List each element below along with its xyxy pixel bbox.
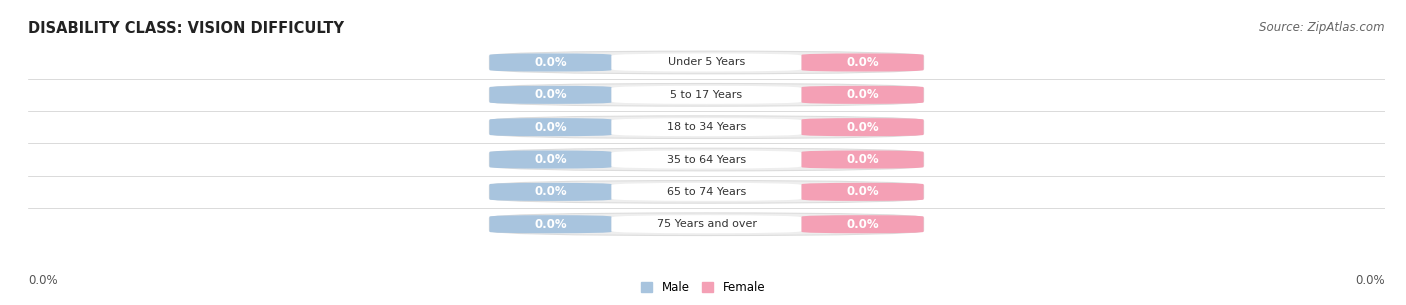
Text: 0.0%: 0.0% <box>534 153 567 166</box>
Text: Under 5 Years: Under 5 Years <box>668 57 745 67</box>
FancyBboxPatch shape <box>489 215 612 233</box>
FancyBboxPatch shape <box>801 53 924 72</box>
Text: 0.0%: 0.0% <box>534 185 567 198</box>
FancyBboxPatch shape <box>489 118 612 136</box>
Text: 18 to 34 Years: 18 to 34 Years <box>666 122 747 132</box>
FancyBboxPatch shape <box>489 84 924 106</box>
Text: 0.0%: 0.0% <box>846 185 879 198</box>
FancyBboxPatch shape <box>801 86 924 104</box>
FancyBboxPatch shape <box>612 53 801 72</box>
Text: 0.0%: 0.0% <box>28 274 58 287</box>
FancyBboxPatch shape <box>489 53 612 72</box>
Text: 35 to 64 Years: 35 to 64 Years <box>666 155 747 164</box>
Text: 5 to 17 Years: 5 to 17 Years <box>671 90 742 100</box>
Text: 0.0%: 0.0% <box>846 121 879 134</box>
FancyBboxPatch shape <box>612 183 801 201</box>
FancyBboxPatch shape <box>489 116 924 138</box>
Text: 0.0%: 0.0% <box>846 88 879 101</box>
Text: 0.0%: 0.0% <box>534 121 567 134</box>
Text: 0.0%: 0.0% <box>534 56 567 69</box>
FancyBboxPatch shape <box>489 51 924 74</box>
FancyBboxPatch shape <box>612 150 801 169</box>
Text: 65 to 74 Years: 65 to 74 Years <box>666 187 747 197</box>
Text: 0.0%: 0.0% <box>534 218 567 231</box>
Text: Source: ZipAtlas.com: Source: ZipAtlas.com <box>1260 21 1385 34</box>
FancyBboxPatch shape <box>489 181 924 203</box>
FancyBboxPatch shape <box>489 86 612 104</box>
FancyBboxPatch shape <box>801 150 924 169</box>
Text: DISABILITY CLASS: VISION DIFFICULTY: DISABILITY CLASS: VISION DIFFICULTY <box>28 21 344 36</box>
FancyBboxPatch shape <box>612 86 801 104</box>
Text: 75 Years and over: 75 Years and over <box>657 219 756 229</box>
FancyBboxPatch shape <box>489 183 612 201</box>
FancyBboxPatch shape <box>801 118 924 136</box>
Text: 0.0%: 0.0% <box>846 153 879 166</box>
FancyBboxPatch shape <box>612 215 801 233</box>
FancyBboxPatch shape <box>801 215 924 233</box>
FancyBboxPatch shape <box>489 148 924 171</box>
Text: 0.0%: 0.0% <box>846 56 879 69</box>
FancyBboxPatch shape <box>489 150 612 169</box>
Text: 0.0%: 0.0% <box>534 88 567 101</box>
FancyBboxPatch shape <box>801 183 924 201</box>
Legend: Male, Female: Male, Female <box>636 277 770 299</box>
FancyBboxPatch shape <box>489 213 924 235</box>
Text: 0.0%: 0.0% <box>846 218 879 231</box>
Text: 0.0%: 0.0% <box>1355 274 1385 287</box>
FancyBboxPatch shape <box>612 118 801 136</box>
